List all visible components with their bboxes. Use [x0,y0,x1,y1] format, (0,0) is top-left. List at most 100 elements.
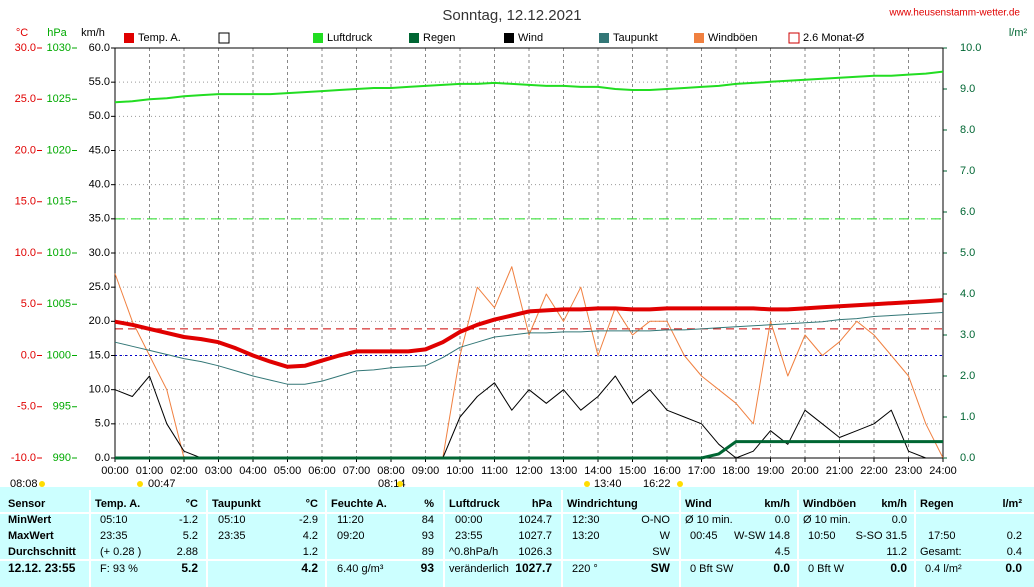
x-tick-label: 08:00 [377,465,405,477]
event-icon [677,481,683,487]
y3-tick-label: 20.0 [89,315,110,327]
table-cell: 0.0 [1005,561,1022,575]
y4-tick-label: 1.0 [960,411,975,423]
table-cell: 00:45 [690,530,718,542]
table-cell: 93 [422,530,434,542]
x-tick-label: 23:00 [895,465,923,477]
y4-tick-label: 0.0 [960,452,975,464]
table-cell: 93 [421,561,435,575]
event-icon [39,481,45,487]
x-tick-label: 24:00 [929,465,957,477]
table-cell: 13:20 [572,530,600,542]
legend-swatch [504,33,514,43]
x-tick-label: 01:00 [136,465,164,477]
legend-label: Luftdruck [327,32,373,44]
y4-tick-label: 10.0 [960,42,981,54]
table-header: Taupunkt [212,498,261,510]
series-line [114,70,944,104]
legend-label: Wind [518,32,543,44]
y2-tick-label: 990 [53,452,71,464]
x-tick-label: 03:00 [205,465,233,477]
table-cell: ^0.8hPa/h [449,546,498,558]
x-tick-label: 04:00 [239,465,267,477]
table-cell: 11:20 [337,514,364,526]
y3-tick-label: 0.0 [95,452,110,464]
table-cell: 5.2 [181,561,198,575]
event-time: 13:40 [594,478,622,490]
y4-tick-label: 7.0 [960,165,975,177]
axis-label: hPa [47,27,67,39]
table-cell: SW [651,561,671,575]
legend-swatch [313,33,323,43]
x-tick-label: 22:00 [860,465,888,477]
table-header: hPa [532,498,553,510]
event-time: 08:14 [378,478,406,490]
legend-swatch [218,32,230,44]
table-cell: 1026.3 [518,546,552,558]
y-tick-label: 30.0 [15,42,36,54]
table-header: °C [186,498,198,510]
table-cell: O-NO [641,514,670,526]
table-cell: SW [652,546,670,558]
table-cell: (+ 0.28 ) [100,546,141,558]
table-cell: F: 93 % [100,563,138,575]
table-cell: 09:20 [337,530,365,542]
y3-tick-label: 5.0 [95,418,110,430]
y3-tick-label: 55.0 [89,76,110,88]
table-cell: -2.9 [299,514,318,526]
legend-swatch [599,33,609,43]
table-cell: 0 Bft SW [690,563,734,575]
x-tick-label: 20:00 [791,465,819,477]
y4-tick-label: 3.0 [960,329,975,341]
table-cell: 0.2 [1007,530,1022,542]
table-cell: 23:35 [100,530,128,542]
table-header: km/h [881,498,907,510]
table-cell: 12:30 [572,514,600,526]
x-tick-label: 18:00 [722,465,750,477]
x-tick-label: 10:00 [446,465,474,477]
table-cell: 0.0 [773,561,790,575]
y-tick-label: -5.0 [17,401,36,413]
table-header: Wind [685,498,712,510]
y2-tick-label: 1030 [47,42,71,54]
table-cell: -1.2 [179,514,198,526]
y3-tick-label: 60.0 [89,42,110,54]
table-cell: W-SW 14.8 [734,530,790,542]
legend-swatch [694,33,704,43]
table-cell: 11.2 [886,546,907,558]
table-cell: 0.4 [1007,546,1022,558]
event-time: 16:22 [643,478,671,490]
event-icon [584,481,590,487]
event-time: 00:47 [148,478,176,490]
series-line [114,312,944,385]
table-header: Regen [920,498,954,510]
x-tick-label: 09:00 [412,465,440,477]
row-label: Durchschnitt [8,546,76,558]
source: www.heusenstamm-wetter.de [888,8,1020,19]
legend-swatch [409,33,419,43]
table-background [0,487,1034,587]
row-label: 12.12. 23:55 [8,561,76,575]
axis-label: km/h [81,27,105,39]
x-tick-label: 19:00 [757,465,785,477]
event-icon [137,481,143,487]
table-header: °C [306,498,318,510]
table-cell: 84 [422,514,434,526]
table-cell: 0 Bft W [808,563,845,575]
chart-background [0,0,1034,487]
table-cell: 0.0 [892,514,907,526]
table-header: Windböen [803,498,856,510]
y2-tick-label: 1010 [47,247,71,259]
y2-tick-label: 1005 [47,298,71,310]
x-tick-label: 21:00 [826,465,854,477]
y3-tick-label: 40.0 [89,179,110,191]
table-cell: 89 [422,546,434,558]
table-cell: 2.88 [177,546,198,558]
y4-tick-label: 6.0 [960,206,975,218]
x-tick-label: 00:00 [101,465,129,477]
series-line [115,440,943,460]
table-header: % [424,498,434,510]
x-tick-label: 15:00 [619,465,647,477]
table-cell: 4.2 [301,561,318,575]
